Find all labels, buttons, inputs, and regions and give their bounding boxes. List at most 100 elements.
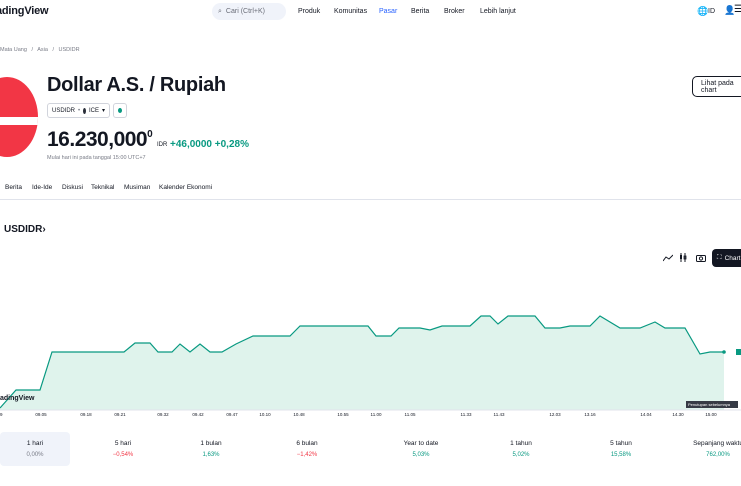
x-tick-label: 09.18 [80,412,92,417]
full-chart-label: Chart [724,254,741,262]
period-7[interactable]: Sepanjang waktu 762,00% [688,432,741,466]
x-tick-label: 09.05 [35,412,47,417]
tab-diskusi[interactable]: Diskusi [62,184,83,191]
period-change: 5,03% [412,452,430,458]
price-note: Mulai hari ini pada tanggal 15:00 UTC+7 [47,155,146,161]
tab-ide-ide[interactable]: Ide-Ide [32,184,53,191]
expand-icon: ⛶ [717,254,722,261]
x-tick-label: 10.48 [293,412,305,417]
breadcrumb: Mata Uang / Asia / USDIDR [0,47,83,53]
period-change: 0,00% [26,452,44,458]
period-label: Year to date [403,440,439,447]
x-tick-label: 12.03 [549,412,561,417]
period-label: 6 bulan [296,440,318,447]
x-tick-label: 11.43 [494,412,505,417]
nav-produk[interactable]: Produk [298,8,321,15]
period-label: Sepanjang waktu [693,440,741,447]
tradingview-logo[interactable]: adingView [0,5,49,17]
see-on-chart-button[interactable]: Lihat pada chart [692,76,741,97]
period-change: −0,54% [112,452,134,458]
period-4[interactable]: Year to date 5,03% [386,432,456,466]
full-chart-button[interactable]: ⛶ Chart [712,249,741,267]
x-tick-label: 14.04 [640,412,652,417]
breadcrumb-separator: / [52,47,54,53]
x-tick-label: 10.10 [259,412,271,417]
period-3[interactable]: 6 bulan −1,42% [272,432,342,466]
nav-broker[interactable]: Broker [444,8,465,15]
last-price: 16.230,0000 [47,128,153,152]
price-superscript: 0 [147,129,153,140]
menu-icon[interactable]: ☰ [734,4,741,15]
dot-icon: • [78,107,81,114]
search-input[interactable]: ⌕ Cari (Ctrl+K) [212,3,286,20]
x-tick-label: 10.55 [337,412,349,417]
performance-periods: 1 hari 0,00% 5 hari −0,54% 1 bulan 1,63% 6 bul… [0,432,741,468]
period-2[interactable]: 1 bulan 1,63% [176,432,246,466]
symbol-label: USDIDR [52,107,76,114]
search-placeholder: Cari (Ctrl+K) [225,8,266,15]
x-tick-label: 09.32 [157,412,169,417]
exchange-label: ICE [88,107,99,114]
area-chart-icon[interactable] [661,250,675,265]
tradingview-watermark: adingView [0,395,35,402]
period-label: 5 hari [114,440,132,447]
nav-pasar[interactable]: Pasar [379,8,398,15]
period-change: −1,42% [296,452,318,458]
top-navigation: adingView ⌕ Cari (Ctrl+K) Produk Komunit… [0,0,741,24]
x-tick-label: 11.05 [405,412,416,417]
page-title: Dollar A.S. / Rupiah [47,74,226,96]
x-tick-label: 13.16 [584,412,596,417]
market-status-badge[interactable] [113,103,127,118]
symbol-chip[interactable]: USDIDR • ICE ▾ [47,103,110,118]
period-change: 15,58% [610,452,632,458]
period-label: 1 hari [26,440,44,447]
tab-berita[interactable]: Berita [5,184,22,191]
x-tick-label: 11.33 [461,412,472,417]
period-1[interactable]: 5 hari −0,54% [88,432,158,466]
breadcrumb-separator: / [31,47,33,53]
exchange-icon [83,107,86,114]
x-tick-label: 09.42 [192,412,204,417]
period-change: 5,02% [512,452,530,458]
x-tick-label: 11.00 [371,412,382,417]
period-6[interactable]: 5 tahun 15,58% [586,432,656,466]
chart-heading-link[interactable]: USDIDR› [4,224,46,235]
price-value: 16.230,000 [47,128,148,151]
indonesia-flag-icon [0,77,38,157]
tab-teknikal[interactable]: Teknikal [91,184,115,191]
period-change: 1,63% [202,452,220,458]
tab-musiman[interactable]: Musiman [124,184,151,191]
search-icon: ⌕ [218,7,222,15]
x-tick-label: 14.30 [672,412,684,417]
candles-icon[interactable] [676,250,690,265]
breadcrumb-item[interactable]: Asia [37,47,48,53]
chevron-right-icon: › [42,224,46,235]
language-label[interactable]: ID [708,8,715,15]
x-tick-label: 15.00 [705,412,717,417]
price-change: +46,0000 +0,28% [170,139,249,150]
period-5[interactable]: 1 tahun 5,02% [486,432,556,466]
breadcrumb-item[interactable]: Mata Uang [0,47,27,53]
market-open-icon [118,108,122,113]
camera-icon[interactable] [694,250,708,265]
last-price-dot [722,350,726,354]
price-area-chart[interactable]: 9 09.05 09.18 09.21 09.32 09.42 09.47 10.10 10.4… [0,268,741,418]
period-0[interactable]: 1 hari 0,00% [0,432,70,466]
nav-berita[interactable]: Berita [411,8,430,15]
price-area-fill [0,316,724,410]
period-label: 5 tahun [610,440,632,447]
nav-lebih-lanjut[interactable]: Lebih lanjut [480,8,516,15]
x-tick-label: 09.47 [226,412,238,417]
globe-icon[interactable]: 🌐 [697,6,709,16]
period-label: 1 bulan [200,440,222,447]
previous-close-label: Penutupan sebelumnya [686,401,738,408]
period-label: 1 tahun [510,440,532,447]
breadcrumb-item: USDIDR [58,47,80,53]
chart-heading-label: USDIDR [4,224,43,235]
chevron-down-icon: ▾ [101,108,105,114]
section-tabs: Berita Ide-Ide Diskusi Teknikal Musiman … [0,182,741,200]
nav-komunitas[interactable]: Komunitas [334,8,368,15]
tab-kalender-ekonomi[interactable]: Kalender Ekonomi [159,184,213,191]
user-icon[interactable]: 👤 [724,5,736,15]
price-line [0,315,724,409]
